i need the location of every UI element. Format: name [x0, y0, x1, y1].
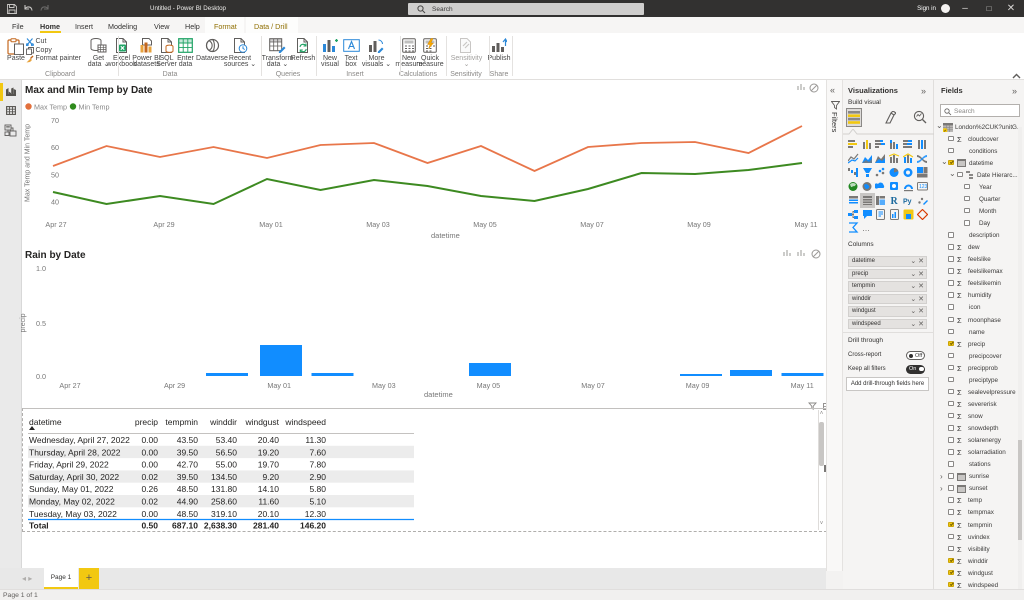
svg-text:0.00: 0.00	[141, 509, 158, 519]
svg-text:5.80: 5.80	[309, 484, 326, 494]
svg-text:5.10: 5.10	[309, 497, 326, 507]
svg-text:Sunday, May 01, 2022: Sunday, May 01, 2022	[29, 484, 114, 494]
svg-text:14.10: 14.10	[258, 484, 280, 494]
svg-text:Apr 29: Apr 29	[153, 220, 174, 229]
svg-text:winddir: winddir	[209, 417, 237, 427]
svg-text:7.60: 7.60	[309, 447, 326, 457]
svg-text:Total: Total	[29, 521, 49, 531]
svg-text:Apr 29: Apr 29	[164, 381, 185, 390]
svg-text:May 11: May 11	[791, 381, 814, 390]
svg-text:123: 123	[919, 184, 928, 190]
svg-text:19.20: 19.20	[258, 447, 280, 457]
svg-text:May 05: May 05	[477, 381, 501, 390]
svg-text:tempmin: tempmin	[165, 417, 198, 427]
svg-text:7.80: 7.80	[309, 460, 326, 470]
svg-text:56.50: 56.50	[216, 447, 238, 457]
svg-text:42.70: 42.70	[177, 460, 199, 470]
svg-text:19.70: 19.70	[258, 460, 280, 470]
svg-text:9.20: 9.20	[262, 472, 279, 482]
svg-text:70: 70	[51, 116, 59, 125]
svg-text:2.90: 2.90	[309, 472, 326, 482]
svg-text:Max Temp and Min Temp: Max Temp and Min Temp	[25, 124, 32, 202]
svg-text:May 07: May 07	[580, 220, 604, 229]
svg-text:Apr 27: Apr 27	[45, 220, 66, 229]
svg-text:precip: precip	[20, 313, 27, 332]
svg-text:Thursday, April 28, 2022: Thursday, April 28, 2022	[29, 447, 121, 457]
svg-text:55.00: 55.00	[216, 460, 238, 470]
svg-text:Min Temp: Min Temp	[79, 103, 110, 112]
svg-text:258.60: 258.60	[211, 497, 237, 507]
svg-text:windspeed: windspeed	[284, 417, 326, 427]
svg-text:53.40: 53.40	[216, 435, 238, 445]
svg-text:May 07: May 07	[581, 381, 605, 390]
svg-text:0.5: 0.5	[36, 319, 46, 328]
svg-text:May 03: May 03	[366, 220, 390, 229]
svg-text:50: 50	[51, 171, 59, 180]
svg-text:319.10: 319.10	[211, 509, 237, 519]
svg-text:44.90: 44.90	[177, 497, 199, 507]
svg-text:R: R	[891, 196, 899, 206]
svg-text:43.50: 43.50	[177, 435, 199, 445]
svg-text:May 05: May 05	[473, 220, 497, 229]
svg-text:60: 60	[51, 143, 59, 152]
svg-text:precip: precip	[135, 417, 158, 427]
svg-text:2,638.30: 2,638.30	[204, 521, 237, 531]
svg-text:datetime: datetime	[29, 417, 62, 427]
svg-text:0.00: 0.00	[141, 435, 158, 445]
svg-text:1.0: 1.0	[36, 264, 46, 273]
svg-text:May 09: May 09	[687, 220, 711, 229]
svg-text:Apr 27: Apr 27	[59, 381, 80, 390]
svg-text:20.10: 20.10	[258, 509, 280, 519]
svg-text:687.10: 687.10	[172, 521, 198, 531]
svg-text:48.50: 48.50	[177, 484, 199, 494]
svg-text:20.40: 20.40	[258, 435, 280, 445]
svg-text:May 03: May 03	[372, 381, 396, 390]
svg-text:0.00: 0.00	[141, 447, 158, 457]
svg-text:0.00: 0.00	[141, 460, 158, 470]
svg-text:48.50: 48.50	[177, 509, 199, 519]
svg-text:datetime: datetime	[424, 390, 453, 399]
svg-text:39.50: 39.50	[177, 447, 199, 457]
svg-text:Tuesday, May 03, 2022: Tuesday, May 03, 2022	[29, 509, 117, 519]
svg-text:281.40: 281.40	[253, 521, 279, 531]
svg-text:Max and Min Temp by Date: Max and Min Temp by Date	[25, 85, 153, 96]
svg-text:May 09: May 09	[686, 381, 710, 390]
svg-text:0.0: 0.0	[36, 372, 46, 381]
svg-text:May 01: May 01	[267, 381, 291, 390]
svg-text:0.26: 0.26	[141, 484, 158, 494]
svg-text:Saturday, April 30, 2022: Saturday, April 30, 2022	[29, 472, 119, 482]
svg-text:Rain by Date: Rain by Date	[25, 250, 86, 261]
svg-text:0.50: 0.50	[141, 521, 158, 531]
svg-text:Py: Py	[903, 199, 912, 206]
svg-text:39.50: 39.50	[177, 472, 199, 482]
svg-text:131.80: 131.80	[211, 484, 237, 494]
svg-text:Monday, May 02, 2022: Monday, May 02, 2022	[29, 497, 115, 507]
svg-text:40: 40	[51, 198, 59, 207]
svg-text:0.02: 0.02	[141, 497, 158, 507]
svg-text:11.60: 11.60	[258, 497, 279, 507]
svg-text:Friday, April 29, 2022: Friday, April 29, 2022	[29, 460, 109, 470]
svg-text:11.30: 11.30	[305, 435, 326, 445]
svg-text:May 01: May 01	[259, 220, 283, 229]
svg-text:134.50: 134.50	[211, 472, 237, 482]
svg-text:May 11: May 11	[794, 220, 817, 229]
svg-text:Wednesday, April 27, 2022: Wednesday, April 27, 2022	[29, 435, 130, 445]
svg-text:146.20: 146.20	[300, 521, 326, 531]
svg-text:Max Temp: Max Temp	[34, 103, 67, 112]
svg-text:datetime: datetime	[431, 231, 460, 240]
svg-text:12.30: 12.30	[305, 509, 327, 519]
svg-text:0.02: 0.02	[141, 472, 158, 482]
svg-text:windgust: windgust	[244, 417, 279, 427]
